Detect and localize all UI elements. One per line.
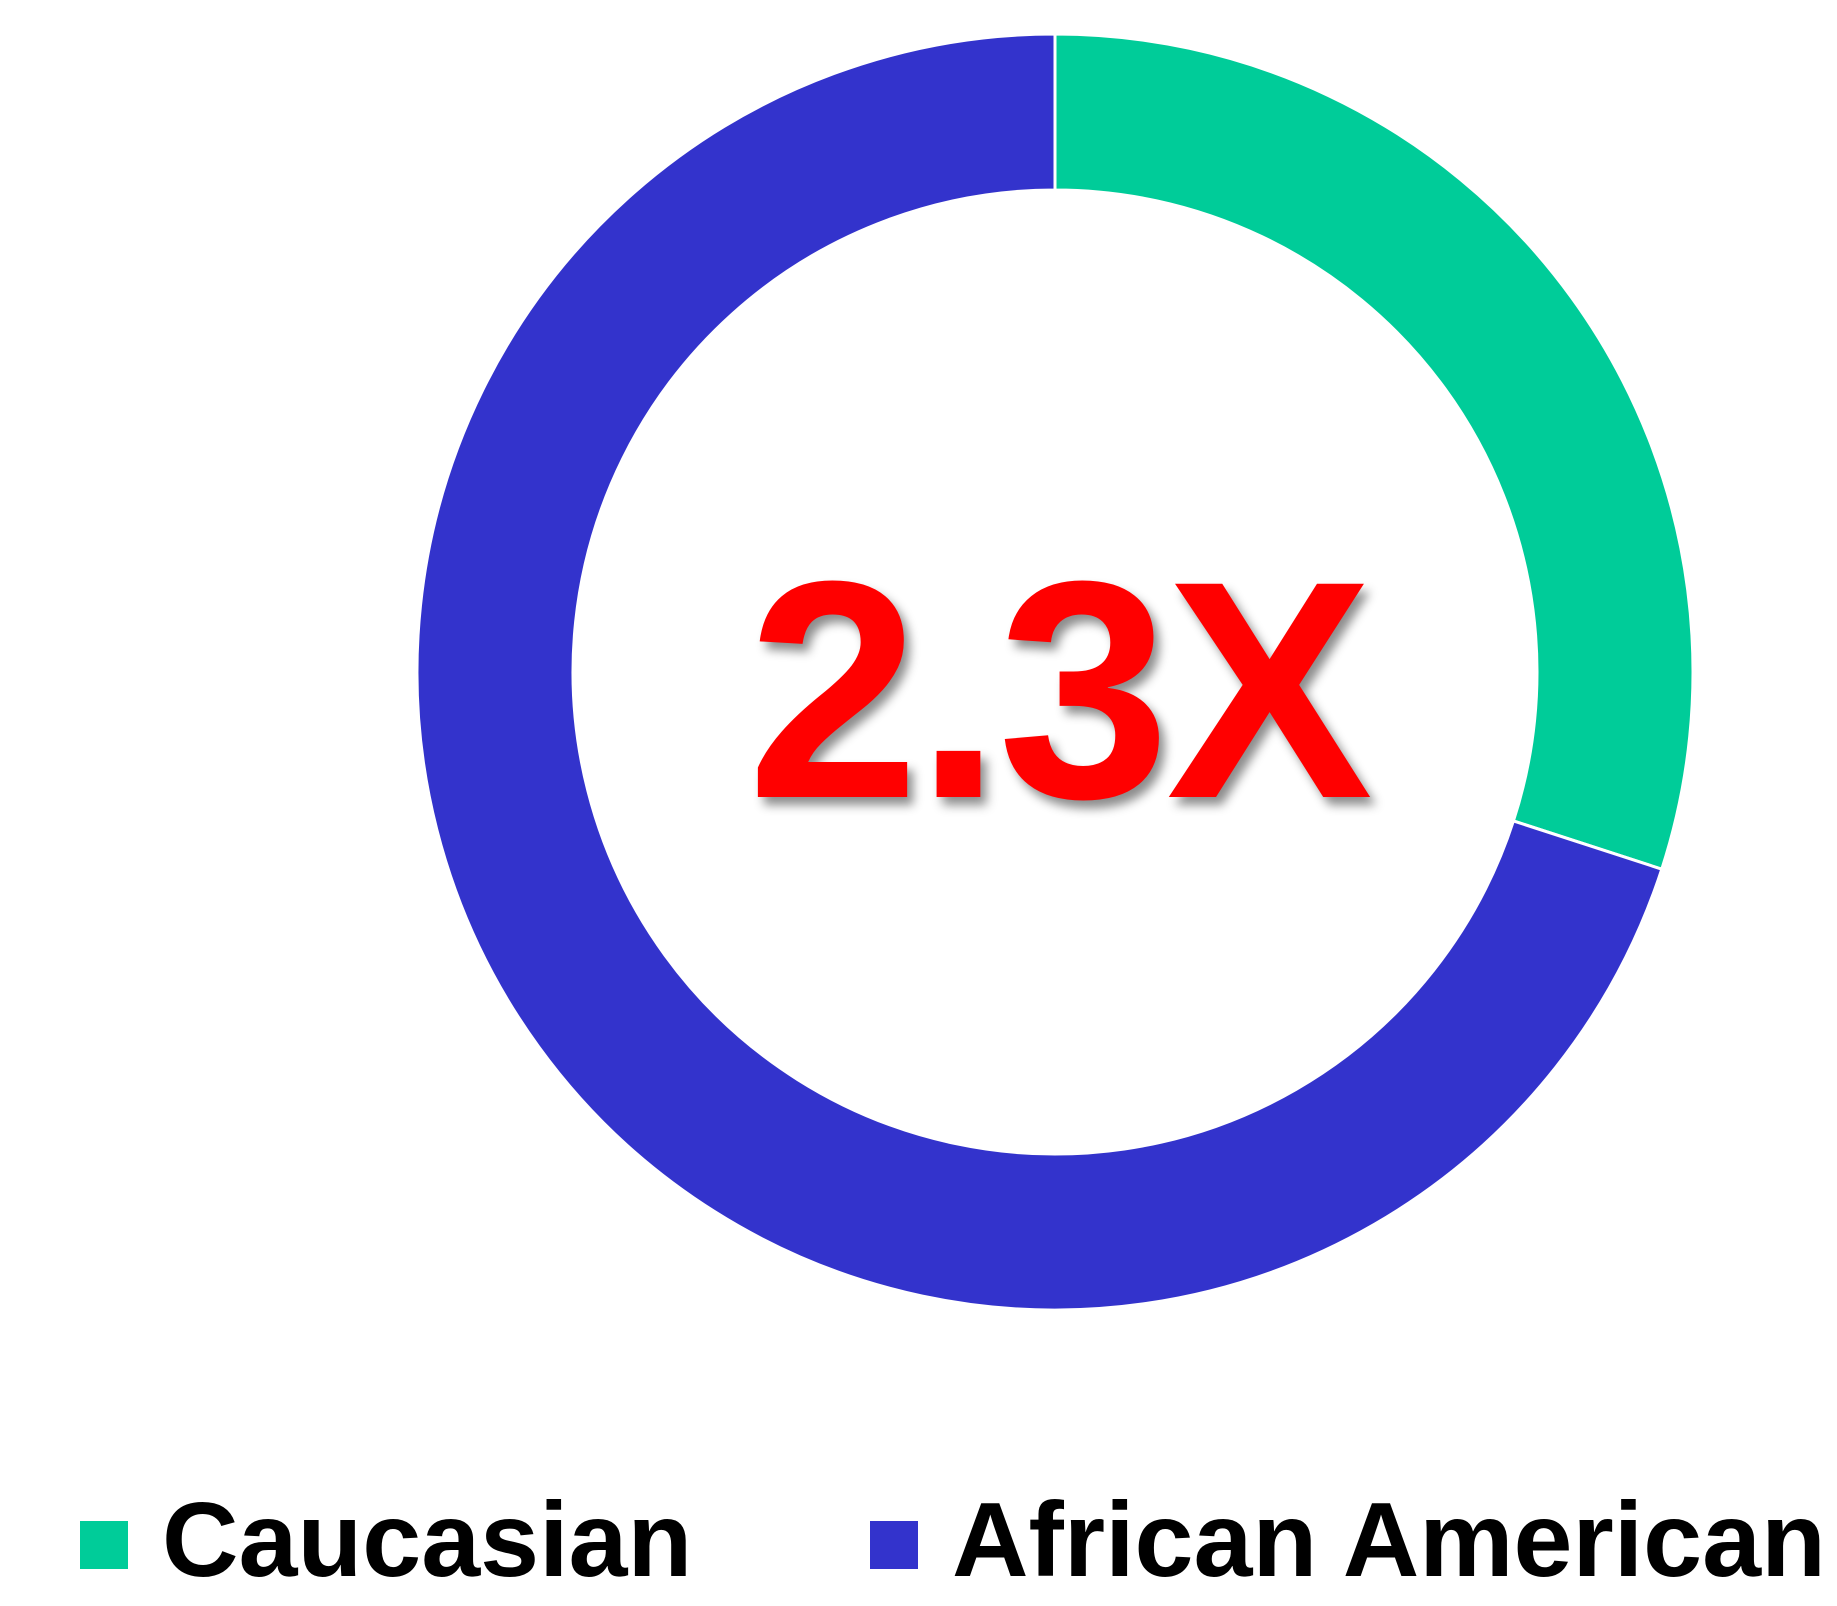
donut-slice-african-american (415, 32, 1664, 1312)
legend-label-caucasian: Caucasian (162, 1481, 693, 1599)
legend-label-african-american: African American (952, 1481, 1826, 1599)
legend-swatch-african-american (870, 1521, 918, 1569)
legend: Caucasian African American (80, 1485, 1830, 1595)
donut-slices (415, 32, 1695, 1312)
legend-swatch-caucasian (80, 1521, 128, 1569)
center-annotation: 2.3X (747, 516, 1373, 863)
donut-slice-caucasian (1053, 32, 1695, 872)
